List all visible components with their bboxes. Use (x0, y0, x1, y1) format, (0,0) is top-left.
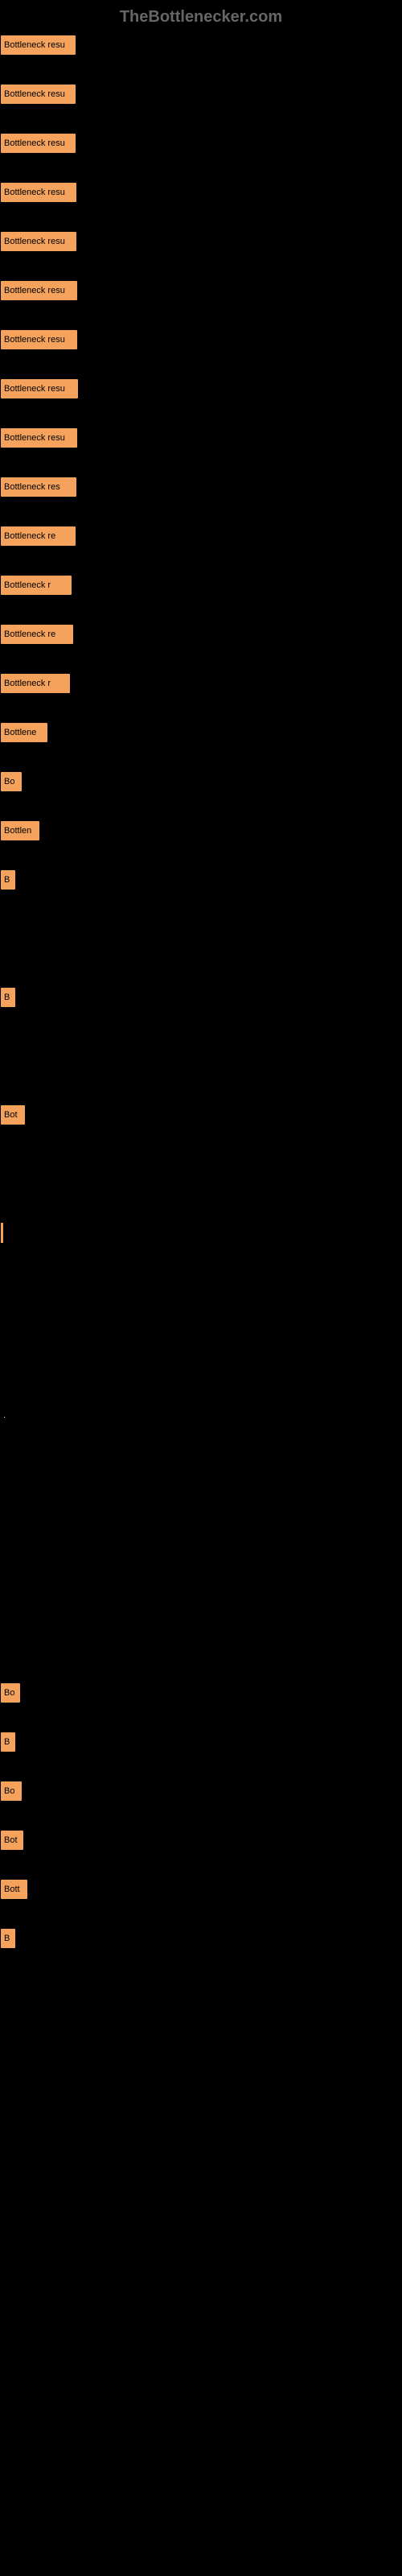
list-item: Bo (0, 1781, 402, 1806)
list-item: B (0, 869, 402, 894)
list-item: B (0, 1928, 402, 1953)
list-item: Bott (0, 1879, 402, 1904)
bottleneck-bar[interactable]: Bott (0, 1879, 28, 1900)
bottleneck-bar[interactable]: Bottleneck resu (0, 35, 76, 56)
list-item: Bottleneck resu (0, 84, 402, 109)
bottleneck-bar[interactable]: Bottleneck resu (0, 378, 79, 399)
bottleneck-bar[interactable]: Bottleneck r (0, 575, 72, 596)
list-item: B (0, 1732, 402, 1757)
list-item (0, 1154, 402, 1198)
bottleneck-bar[interactable]: Bottlene (0, 722, 48, 743)
list-item (0, 1614, 402, 1658)
bottleneck-bar[interactable]: Bottleneck resu (0, 84, 76, 105)
bottleneck-bar[interactable]: Bottleneck resu (0, 182, 77, 203)
bottleneck-bar[interactable]: Bottleneck re (0, 526, 76, 547)
bottleneck-bar[interactable]: Bottleneck resu (0, 133, 76, 154)
list-item: Bot (0, 1104, 402, 1129)
bottleneck-bar[interactable]: Bot (0, 1104, 26, 1125)
bottleneck-bar[interactable]: Bo (0, 1682, 21, 1703)
list-item (0, 919, 402, 963)
list-item (0, 1340, 402, 1385)
list-item: Bo (0, 1682, 402, 1707)
bottleneck-bar[interactable]: Bottleneck r (0, 673, 71, 694)
list-item: Bot (0, 1830, 402, 1855)
list-item (0, 1477, 402, 1521)
header: TheBottlenecker.com (0, 0, 402, 35)
bottleneck-bar[interactable]: Bottleneck resu (0, 280, 78, 301)
list-item: Bottleneck resu (0, 231, 402, 256)
bottleneck-bar[interactable]: Bo (0, 1781, 23, 1802)
list-item: Bottleneck resu (0, 280, 402, 305)
list-item (0, 1222, 402, 1248)
list-item (0, 1546, 402, 1590)
list-item: Bottlene (0, 722, 402, 747)
list-item: Bottleneck r (0, 575, 402, 600)
list-item: Bottleneck resu (0, 329, 402, 354)
list-item: Bottleneck resu (0, 378, 402, 403)
list-item: Bottleneck resu (0, 133, 402, 158)
list-item: Bottleneck resu (0, 427, 402, 452)
list-item: Bottleneck re (0, 624, 402, 649)
bottleneck-bar[interactable]: Bottleneck resu (0, 427, 78, 448)
list-item (0, 1036, 402, 1080)
bottleneck-bar[interactable]: Bottleneck resu (0, 231, 77, 252)
list-item: · (0, 1409, 402, 1453)
bottleneck-bar[interactable]: Bottleneck res (0, 477, 77, 497)
thin-bar (0, 1222, 4, 1244)
header-title: TheBottlenecker.com (120, 8, 282, 26)
bottleneck-bar[interactable]: B (0, 869, 16, 890)
bottleneck-bar[interactable]: B (0, 1928, 16, 1949)
list-item: Bottlen (0, 820, 402, 845)
list-item (0, 1272, 402, 1316)
list-item: Bottleneck re (0, 526, 402, 551)
list-item: Bottleneck res (0, 477, 402, 502)
dot-marker: · (0, 1413, 6, 1422)
bottleneck-bar[interactable]: B (0, 987, 16, 1008)
bottleneck-bar[interactable]: Bo (0, 771, 23, 792)
list-item: B (0, 987, 402, 1012)
items-container: Bottleneck resu Bottleneck resu Bottleneck… (0, 35, 402, 1953)
bottleneck-bar[interactable]: Bottlen (0, 820, 40, 841)
list-item: Bo (0, 771, 402, 796)
bottleneck-bar[interactable]: Bottleneck re (0, 624, 74, 645)
list-item: Bottleneck resu (0, 182, 402, 207)
bottleneck-bar[interactable]: Bottleneck resu (0, 329, 78, 350)
list-item: Bottleneck resu (0, 35, 402, 60)
bottleneck-bar[interactable]: Bot (0, 1830, 24, 1851)
bottleneck-bar[interactable]: B (0, 1732, 16, 1752)
list-item: Bottleneck r (0, 673, 402, 698)
